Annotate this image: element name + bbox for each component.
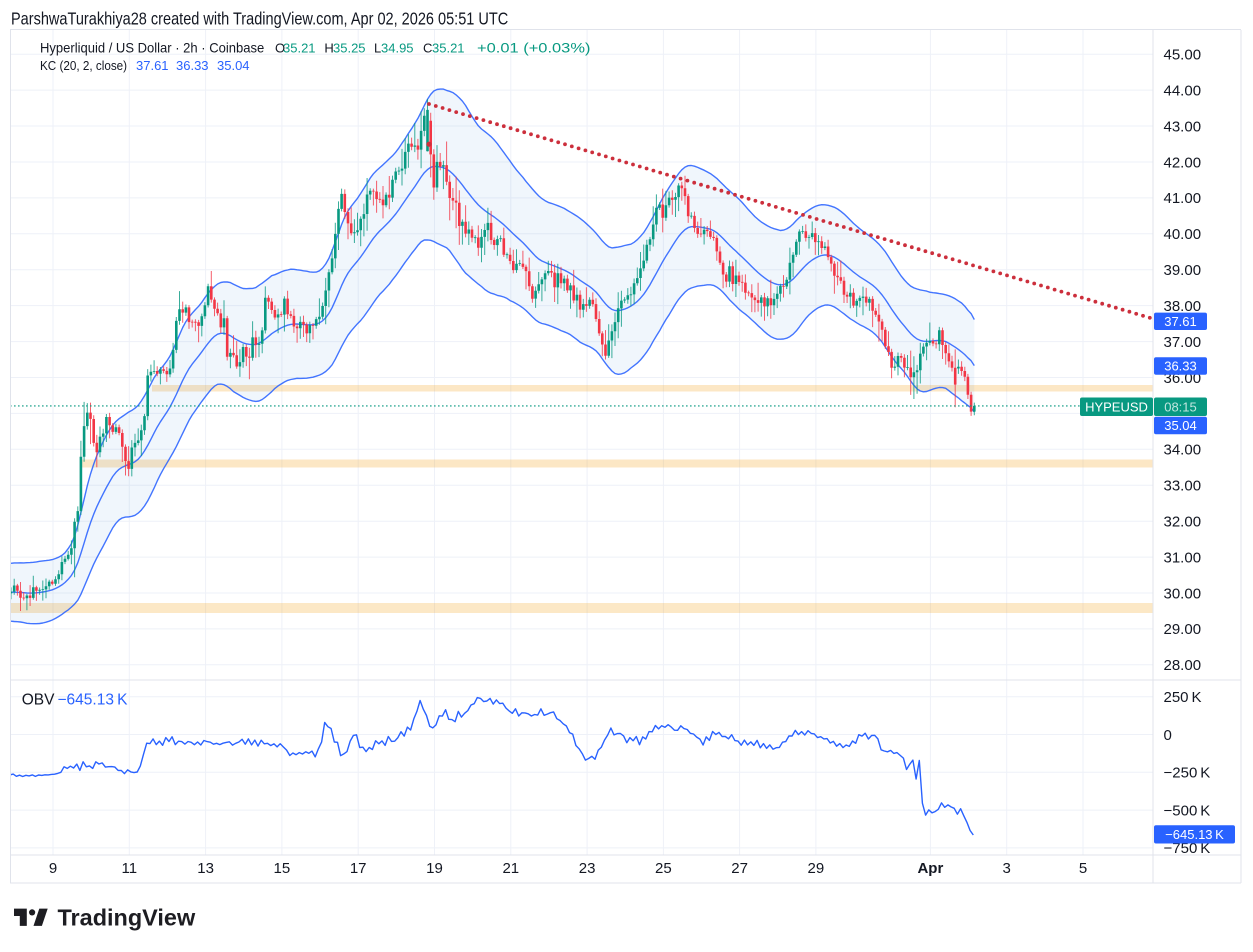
svg-text:11: 11: [122, 860, 138, 877]
svg-text:37.61: 37.61: [1164, 314, 1197, 329]
svg-text:36.33: 36.33: [176, 58, 209, 73]
svg-text:23: 23: [579, 860, 596, 877]
svg-text:08:15: 08:15: [1164, 399, 1197, 414]
svg-text:−250 K: −250 K: [1164, 765, 1211, 782]
svg-text:40.00: 40.00: [1164, 226, 1202, 243]
svg-text:28.00: 28.00: [1164, 657, 1202, 674]
svg-text:ParshwaTurakhiya28 created wit: ParshwaTurakhiya28 created with TradingV…: [11, 9, 508, 29]
svg-text:30.00: 30.00: [1164, 585, 1202, 602]
svg-text:−645.13 K: −645.13 K: [1165, 827, 1224, 842]
svg-text:36.33: 36.33: [1164, 359, 1197, 374]
svg-text:39.00: 39.00: [1164, 262, 1202, 279]
svg-text:31.00: 31.00: [1164, 549, 1202, 566]
svg-text:45.00: 45.00: [1164, 47, 1202, 64]
svg-text:TradingView: TradingView: [58, 905, 197, 931]
svg-text:29: 29: [808, 860, 825, 877]
svg-text:34.95: 34.95: [381, 41, 414, 56]
svg-text:42.00: 42.00: [1164, 154, 1202, 171]
svg-text:41.00: 41.00: [1164, 190, 1202, 207]
svg-text:17: 17: [350, 860, 367, 877]
svg-text:9: 9: [49, 860, 57, 877]
svg-text:44.00: 44.00: [1164, 82, 1202, 99]
svg-text:19: 19: [426, 860, 443, 877]
svg-text:+0.01 (+0.03%): +0.01 (+0.03%): [477, 41, 590, 56]
svg-text:5: 5: [1079, 860, 1087, 877]
svg-text:0: 0: [1164, 727, 1172, 744]
svg-text:KC (20, 2, close): KC (20, 2, close): [40, 58, 127, 73]
svg-text:OBV: OBV: [22, 691, 55, 708]
svg-text:35.21: 35.21: [283, 41, 316, 56]
svg-text:H: H: [324, 41, 333, 56]
svg-text:15: 15: [274, 860, 291, 877]
svg-text:−750 K: −750 K: [1164, 840, 1211, 857]
svg-text:250 K: 250 K: [1164, 689, 1202, 706]
svg-text:27: 27: [731, 860, 748, 877]
svg-text:L: L: [374, 41, 381, 56]
svg-text:−645.13 K: −645.13 K: [58, 691, 129, 708]
svg-text:43.00: 43.00: [1164, 118, 1202, 135]
svg-text:21: 21: [502, 860, 519, 877]
svg-text:35.04: 35.04: [1164, 418, 1197, 433]
svg-text:35.04: 35.04: [217, 58, 250, 73]
svg-text:Hyperliquid / US Dollar · 2h ·: Hyperliquid / US Dollar · 2h · Coinbase: [40, 40, 264, 55]
svg-text:37.61: 37.61: [136, 58, 169, 73]
svg-text:Apr: Apr: [917, 860, 943, 877]
svg-text:−500 K: −500 K: [1164, 802, 1211, 819]
svg-text:O: O: [275, 41, 285, 56]
svg-text:35.25: 35.25: [333, 41, 366, 56]
svg-text:37.00: 37.00: [1164, 334, 1202, 351]
svg-text:33.00: 33.00: [1164, 478, 1202, 495]
svg-text:C: C: [423, 41, 432, 56]
svg-text:25: 25: [655, 860, 672, 877]
svg-text:32.00: 32.00: [1164, 514, 1202, 531]
svg-text:13: 13: [197, 860, 214, 877]
svg-text:29.00: 29.00: [1164, 621, 1202, 638]
svg-text:HYPEUSD: HYPEUSD: [1085, 399, 1148, 414]
svg-text:38.00: 38.00: [1164, 298, 1202, 315]
svg-text:3: 3: [1003, 860, 1011, 877]
svg-text:34.00: 34.00: [1164, 442, 1202, 459]
svg-text:35.21: 35.21: [432, 41, 465, 56]
